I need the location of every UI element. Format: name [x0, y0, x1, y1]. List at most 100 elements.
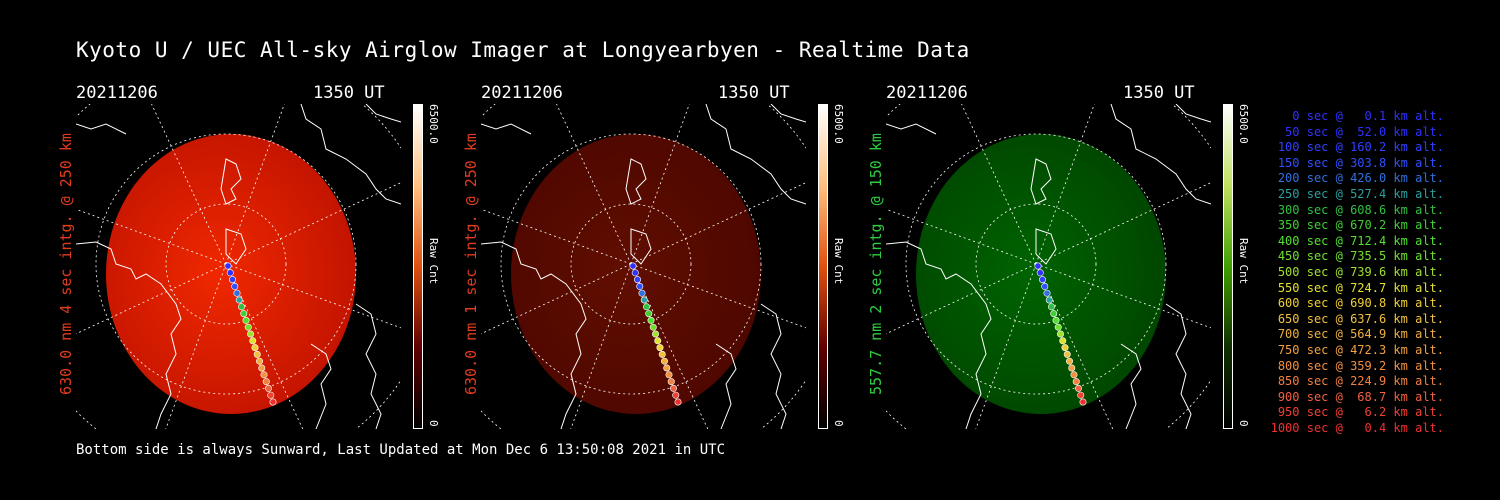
trajectory-dot: [238, 303, 246, 311]
trajectory-dot: [262, 378, 270, 386]
panel-3-colorbar: [1223, 104, 1233, 429]
trajectory-dot: [267, 391, 275, 399]
trajectory-dot: [265, 384, 273, 392]
legend-row: 200 sec @ 426.0 km alt.: [1277, 171, 1444, 186]
legend-row: 550 sec @ 724.7 km alt.: [1277, 280, 1444, 295]
trajectory-dot: [1048, 303, 1056, 311]
trajectory-dot: [244, 323, 252, 331]
legend-row: 800 sec @ 359.2 km alt.: [1277, 358, 1444, 373]
trajectory-dot: [258, 364, 266, 372]
panel-1-cbar-bottom: 0: [427, 420, 440, 427]
trajectory-dot: [665, 371, 673, 379]
trajectory-dot: [629, 262, 637, 270]
panel-2-time: 1350 UT: [718, 83, 790, 103]
trajectory-dot: [672, 391, 680, 399]
legend-row: 900 sec @ 68.7 km alt.: [1277, 389, 1444, 404]
trajectory-dot: [226, 269, 234, 277]
panel-3-label: 557.7 nm 2 sec intg. @ 150 km: [867, 133, 885, 395]
trajectory-dot: [670, 384, 678, 392]
trajectory-dot: [674, 398, 682, 406]
legend-row: 600 sec @ 690.8 km alt.: [1277, 296, 1444, 311]
trajectory-dot: [256, 357, 264, 365]
trajectory-dot: [1057, 330, 1065, 338]
trajectory-dot: [656, 344, 664, 352]
trajectory-dot: [1052, 316, 1060, 324]
panel-2-label: 630.0 nm 1 sec intg. @ 250 km: [462, 133, 480, 395]
legend-row: 700 sec @ 564.9 km alt.: [1277, 327, 1444, 342]
trajectory-dot: [247, 330, 255, 338]
trajectory-dot: [638, 289, 646, 297]
trajectory-dot: [1059, 337, 1067, 345]
panel-1-image: [76, 104, 401, 429]
trajectory-dot: [1070, 371, 1078, 379]
trajectory-dot: [658, 350, 666, 358]
panel-3-time: 1350 UT: [1123, 83, 1195, 103]
legend-row: 1000 sec @ 0.4 km alt.: [1270, 420, 1444, 435]
trajectory-dot: [235, 296, 243, 304]
trajectory-dot: [253, 350, 261, 358]
trajectory-dot: [1068, 364, 1076, 372]
legend-row: 850 sec @ 224.9 km alt.: [1277, 374, 1444, 389]
trajectory-dot: [652, 330, 660, 338]
legend-row: 750 sec @ 472.3 km alt.: [1277, 342, 1444, 357]
trajectory-dot: [654, 337, 662, 345]
trajectory-dot: [631, 269, 639, 277]
trajectory-legend: 0 sec @ 0.1 km alt. 50 sec @ 52.0 km alt.…: [1262, 109, 1444, 436]
panel-1-cbar-top: 6500.0: [427, 104, 440, 144]
trajectory-dot: [636, 282, 644, 290]
legend-row: 450 sec @ 735.5 km alt.: [1277, 249, 1444, 264]
panel-1-colorbar: [413, 104, 423, 429]
panel-2-cbar-bottom: 0: [832, 420, 845, 427]
trajectory-dot: [242, 316, 250, 324]
trajectory-dot: [1072, 378, 1080, 386]
panel-3-date: 20211206: [886, 83, 968, 103]
trajectory-dot: [649, 323, 657, 331]
trajectory-dot: [240, 310, 248, 318]
panel-2-date: 20211206: [481, 83, 563, 103]
legend-row: 950 sec @ 6.2 km alt.: [1277, 405, 1444, 420]
trajectory-dot: [251, 344, 259, 352]
legend-row: 650 sec @ 637.6 km alt.: [1277, 311, 1444, 326]
trajectory-dot: [1045, 296, 1053, 304]
trajectory-dot: [1077, 391, 1085, 399]
trajectory-dot: [269, 398, 277, 406]
panel-1-time: 1350 UT: [313, 83, 385, 103]
panel-2-cbar-top: 6500.0: [832, 104, 845, 144]
trajectory-dot: [260, 371, 268, 379]
legend-row: 400 sec @ 712.4 km alt.: [1277, 233, 1444, 248]
trajectory-dot: [1050, 310, 1058, 318]
panel-3-image: [886, 104, 1211, 429]
trajectory-dot: [667, 378, 675, 386]
trajectory-dot: [640, 296, 648, 304]
legend-row: 100 sec @ 160.2 km alt.: [1277, 140, 1444, 155]
trajectory-dot: [224, 262, 232, 270]
trajectory-dot: [1061, 344, 1069, 352]
trajectory-dot: [1036, 269, 1044, 277]
page-title: Kyoto U / UEC All-sky Airglow Imager at …: [76, 38, 970, 62]
trajectory-dot: [229, 276, 237, 284]
trajectory-dot: [643, 303, 651, 311]
trajectory-dot: [231, 282, 239, 290]
footer-note: Bottom side is always Sunward, Last Upda…: [76, 442, 726, 458]
trajectory-dot: [661, 357, 669, 365]
trajectory-dot: [1041, 282, 1049, 290]
legend-row: 350 sec @ 670.2 km alt.: [1277, 218, 1444, 233]
trajectory-dot: [1075, 384, 1083, 392]
trajectory-dot: [1054, 323, 1062, 331]
panel-1-date: 20211206: [76, 83, 158, 103]
legend-row: 250 sec @ 527.4 km alt.: [1277, 186, 1444, 201]
trajectory-dot: [647, 316, 655, 324]
panel-1-label: 630.0 nm 4 sec intg. @ 250 km: [57, 133, 75, 395]
panel-1-cbar-title: Raw Cnt: [427, 238, 440, 285]
panel-3-cbar-top: 6500.0: [1237, 104, 1250, 144]
trajectory-dot: [1043, 289, 1051, 297]
trajectory-dot: [233, 289, 241, 297]
trajectory-dot: [634, 276, 642, 284]
trajectory-dot: [645, 310, 653, 318]
legend-row: 50 sec @ 52.0 km alt.: [1285, 124, 1444, 139]
panel-3-cbar-bottom: 0: [1237, 420, 1250, 427]
trajectory-dot: [1063, 350, 1071, 358]
panel-2-cbar-title: Raw Cnt: [832, 238, 845, 285]
trajectory-dot: [1039, 276, 1047, 284]
trajectory-dot: [1034, 262, 1042, 270]
